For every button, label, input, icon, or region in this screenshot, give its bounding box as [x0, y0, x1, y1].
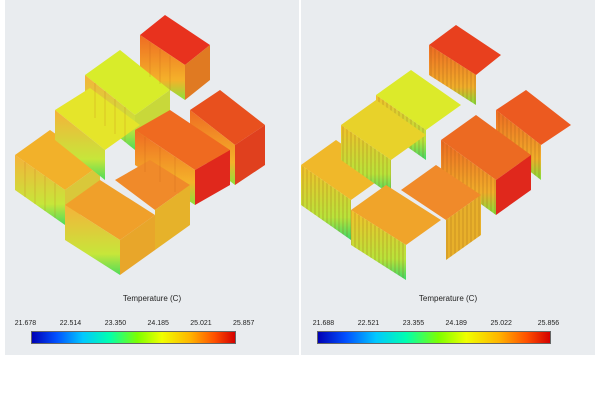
module-top-right-fins: [429, 25, 501, 105]
left-tick-5: 25.021: [190, 320, 212, 327]
left-colorbar-ticks: 21.678 22.514 23.350 24.185 25.021 25.85…: [15, 320, 255, 330]
right-tick-1: 21.688: [312, 320, 335, 327]
left-legend-title: Temperature (C): [122, 294, 182, 303]
module-left-upper-fins: [301, 140, 386, 240]
left-tick-2: 22.514: [59, 320, 82, 327]
cell-grid-lines-left: [24, 42, 176, 218]
module-left-mid: [55, 88, 140, 180]
left-battery-pack-render: [15, 15, 265, 275]
module-left-mid-fins: [341, 100, 426, 195]
module-bottom: [115, 160, 190, 250]
right-battery-pack-render: [301, 25, 571, 280]
left-simulation-panel: Temperature (C) 21.678 22.514 23.350 24.…: [5, 0, 299, 355]
module-top-right: [140, 15, 210, 100]
module-center-lower: [65, 180, 155, 275]
right-legend-title: Temperature (C): [418, 294, 478, 303]
left-tick-1: 21.678: [14, 320, 37, 327]
right-colorbar-ticks: 21.688 22.521 23.355 24.189 25.022 25.85…: [313, 320, 559, 330]
right-tick-3: 23.355: [402, 320, 425, 327]
left-tick-3: 23.350: [104, 320, 127, 327]
module-center-lower-fins: [351, 185, 441, 280]
right-simulation-panel: Temperature (C) 21.688 22.521 23.355 24.…: [301, 0, 595, 355]
left-tick-6: 25.857: [233, 320, 255, 327]
left-temperature-colorbar: [31, 331, 236, 344]
right-tick-4: 24.189: [445, 320, 467, 327]
module-center-fins: [441, 115, 531, 215]
right-tick-2: 22.521: [357, 320, 380, 327]
right-tick-5: 25.022: [490, 320, 512, 327]
right-temperature-colorbar: [317, 331, 551, 344]
right-tick-6: 25.856: [537, 320, 560, 327]
left-tick-4: 24.185: [147, 320, 169, 327]
module-bottom-fins: [401, 165, 481, 260]
